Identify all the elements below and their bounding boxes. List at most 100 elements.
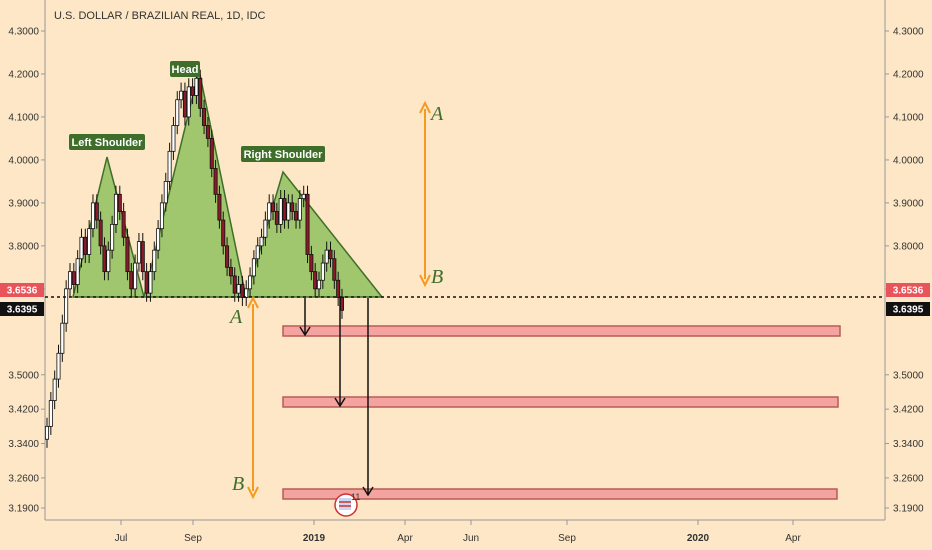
- price-tag-last-left-bg: [0, 283, 44, 297]
- letter-a-upper: A: [429, 103, 444, 125]
- candle-body: [48, 400, 53, 427]
- y-tick-label-left: 4.2000: [8, 69, 39, 80]
- candle-body: [336, 279, 341, 298]
- candle-body: [248, 275, 253, 290]
- candle-body: [282, 198, 287, 221]
- candle-body: [175, 99, 180, 126]
- candle-body: [255, 245, 260, 260]
- candle-body: [144, 271, 149, 294]
- y-tick-label-left: 3.8000: [8, 241, 39, 252]
- candle-body: [251, 258, 256, 277]
- head-label: Head: [172, 64, 199, 76]
- letter-b-upper: B: [431, 266, 443, 288]
- candle-body: [140, 241, 145, 273]
- x-tick-label: 2019: [303, 533, 326, 544]
- head-shoulders-pattern: [72, 69, 384, 298]
- candle-body: [45, 425, 50, 440]
- candle-body: [209, 138, 214, 169]
- y-tick-label-left: 4.0000: [8, 155, 39, 166]
- candle-body: [190, 86, 195, 96]
- price-tag-neckline-right: 3.6395: [893, 305, 924, 316]
- y-tick-label-left: 3.4200: [8, 405, 39, 416]
- candle-body: [98, 219, 103, 247]
- y-tick-label-right: 3.9000: [893, 198, 924, 209]
- x-tick-label: Sep: [558, 533, 576, 544]
- y-tick-label-right: 3.1900: [893, 504, 924, 515]
- x-tick-label: 2020: [687, 533, 710, 544]
- candle-body: [179, 90, 184, 101]
- candle-body: [263, 219, 268, 238]
- candle-body: [240, 284, 245, 298]
- price-tag-last-right: 3.6536: [893, 286, 924, 297]
- candle-body: [286, 202, 291, 221]
- candle-body: [156, 228, 161, 251]
- candle-body: [290, 202, 295, 212]
- x-tick-label: Jul: [115, 533, 128, 544]
- candle-body: [75, 258, 80, 285]
- candle-body: [113, 193, 118, 225]
- x-tick-label: Jun: [463, 533, 479, 544]
- head-label-bg: [170, 61, 200, 77]
- candle-body: [202, 107, 207, 126]
- candle-body: [52, 378, 57, 401]
- y-tick-label-left: 3.1900: [8, 504, 39, 515]
- candle-body: [217, 193, 222, 221]
- x-tick-label: Apr: [785, 533, 801, 544]
- candle-body: [56, 352, 61, 380]
- candle-body: [332, 258, 337, 281]
- candle-body: [94, 202, 99, 221]
- target-arrow-2-head: [334, 397, 346, 408]
- price-tag-last-right-bg: [886, 283, 930, 297]
- candle-body: [274, 211, 279, 225]
- y-tick-label-right: 4.3000: [893, 27, 924, 38]
- candle-body: [232, 275, 237, 294]
- x-tick-label: Sep: [184, 533, 202, 544]
- candle-body: [309, 254, 314, 273]
- target-arrow-3-head: [362, 486, 374, 497]
- candle-body: [294, 211, 299, 221]
- flag-icon: [339, 498, 351, 510]
- y-tick-label-right: 4.1000: [893, 112, 924, 123]
- candle-body: [194, 77, 199, 96]
- candle-body: [313, 271, 318, 290]
- y-tick-label-right: 3.4200: [893, 405, 924, 416]
- y-tick-label-right: 3.3400: [893, 439, 924, 450]
- left-shoulder-label: Left Shoulder: [72, 137, 144, 149]
- y-tick-label-left: 3.5000: [8, 370, 39, 381]
- y-tick-label-left: 4.3000: [8, 27, 39, 38]
- candle-body: [324, 249, 329, 264]
- target-box: [282, 396, 839, 408]
- candle-body: [129, 271, 134, 290]
- candle-body: [87, 228, 92, 255]
- candle-body: [328, 249, 333, 260]
- target-arrow-1-head: [299, 326, 311, 337]
- candle-body: [182, 90, 187, 118]
- candle-body: [117, 193, 122, 212]
- target-box: [282, 325, 841, 337]
- candle-body: [106, 249, 111, 273]
- candle-body: [244, 288, 249, 298]
- candle-body: [167, 150, 172, 182]
- left-shoulder-label-bg: [69, 134, 145, 150]
- candle-body: [159, 202, 164, 230]
- candle-body: [339, 297, 344, 311]
- y-tick-label-left: 3.2600: [8, 473, 39, 484]
- candle-body: [152, 249, 157, 273]
- candle-body: [67, 271, 72, 290]
- candle-body: [320, 262, 325, 281]
- right-shoulder-label-bg: [241, 146, 325, 162]
- candle-body: [236, 284, 241, 294]
- right-shoulder-label: Right Shoulder: [244, 149, 324, 161]
- event-badge-count: 11: [351, 492, 360, 502]
- candle-body: [60, 322, 65, 354]
- candle-body: [267, 202, 272, 221]
- candle-body: [171, 125, 176, 152]
- candle-body: [90, 202, 95, 230]
- projection-arrow-lower-head-bottom: [247, 486, 259, 500]
- candle-body: [71, 271, 76, 285]
- y-tick-label-left: 4.1000: [8, 112, 39, 123]
- candle-body: [259, 236, 264, 247]
- y-tick-label-right: 3.2600: [893, 473, 924, 484]
